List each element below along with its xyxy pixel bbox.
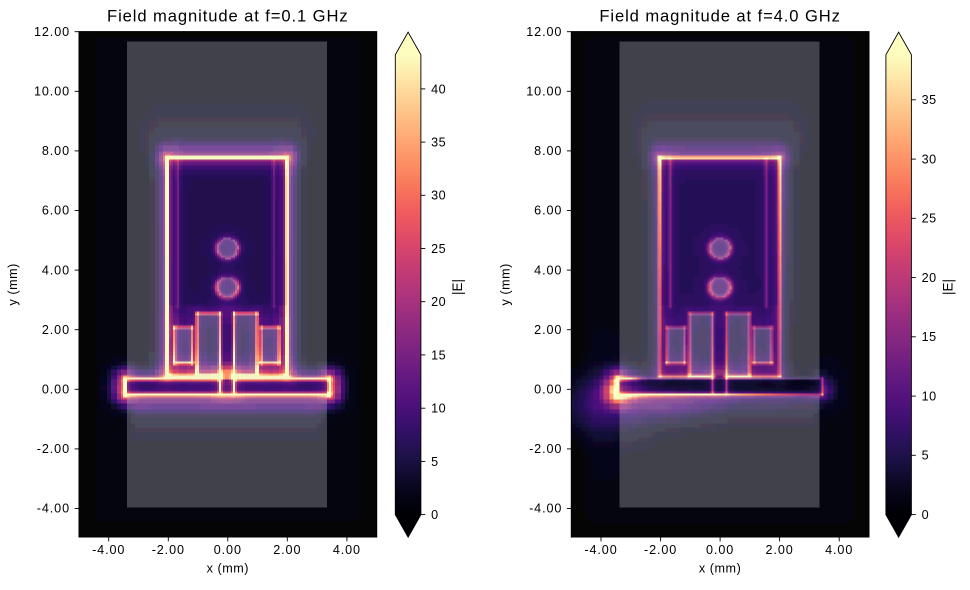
svg-text:Field magnitude at f=0.1 GHz: Field magnitude at f=0.1 GHz bbox=[107, 6, 349, 25]
svg-text:25: 25 bbox=[922, 212, 937, 226]
svg-text:2.00: 2.00 bbox=[273, 543, 301, 557]
svg-text:-4.00: -4.00 bbox=[92, 543, 125, 557]
svg-text:Field magnitude at f=4.0 GHz: Field magnitude at f=4.0 GHz bbox=[599, 6, 841, 25]
svg-text:0.00: 0.00 bbox=[214, 543, 242, 557]
svg-text:40: 40 bbox=[431, 82, 446, 96]
svg-text:|E|: |E| bbox=[450, 279, 465, 295]
svg-text:2.00: 2.00 bbox=[766, 543, 794, 557]
svg-text:4.00: 4.00 bbox=[825, 543, 853, 557]
svg-text:2.00: 2.00 bbox=[42, 323, 70, 337]
svg-text:30: 30 bbox=[922, 153, 937, 167]
svg-text:-2.00: -2.00 bbox=[644, 543, 677, 557]
svg-text:6.00: 6.00 bbox=[42, 204, 70, 218]
svg-text:0.00: 0.00 bbox=[42, 383, 70, 397]
svg-text:4.00: 4.00 bbox=[42, 263, 70, 277]
svg-text:-2.00: -2.00 bbox=[37, 442, 70, 456]
svg-text:10.00: 10.00 bbox=[34, 85, 70, 99]
svg-text:-4.00: -4.00 bbox=[529, 502, 562, 516]
svg-text:4.00: 4.00 bbox=[333, 543, 361, 557]
svg-text:y (mm): y (mm) bbox=[498, 263, 512, 305]
svg-text:20: 20 bbox=[922, 271, 937, 285]
svg-text:10: 10 bbox=[431, 402, 446, 416]
svg-text:5: 5 bbox=[431, 455, 439, 469]
svg-text:0.00: 0.00 bbox=[706, 543, 734, 557]
svg-text:12.00: 12.00 bbox=[34, 25, 70, 39]
svg-text:x (mm): x (mm) bbox=[207, 561, 249, 575]
svg-text:-2.00: -2.00 bbox=[152, 543, 185, 557]
svg-text:x (mm): x (mm) bbox=[699, 561, 741, 575]
svg-text:30: 30 bbox=[431, 189, 446, 203]
svg-text:25: 25 bbox=[431, 242, 446, 256]
svg-text:|E|: |E| bbox=[941, 279, 956, 295]
svg-text:-4.00: -4.00 bbox=[37, 502, 70, 516]
svg-text:35: 35 bbox=[922, 93, 937, 107]
svg-text:2.00: 2.00 bbox=[534, 323, 562, 337]
svg-text:5: 5 bbox=[922, 449, 930, 463]
svg-text:8.00: 8.00 bbox=[534, 144, 562, 158]
svg-text:0.00: 0.00 bbox=[534, 383, 562, 397]
svg-text:10.00: 10.00 bbox=[526, 85, 562, 99]
svg-text:0: 0 bbox=[922, 508, 930, 522]
svg-text:12.00: 12.00 bbox=[526, 25, 562, 39]
svg-text:10: 10 bbox=[922, 390, 937, 404]
svg-text:6.00: 6.00 bbox=[534, 204, 562, 218]
svg-text:35: 35 bbox=[431, 136, 446, 150]
svg-text:20: 20 bbox=[431, 295, 446, 309]
svg-text:15: 15 bbox=[922, 330, 937, 344]
svg-text:y (mm): y (mm) bbox=[6, 263, 20, 305]
svg-text:-4.00: -4.00 bbox=[584, 543, 617, 557]
svg-text:15: 15 bbox=[431, 348, 446, 362]
svg-text:4.00: 4.00 bbox=[534, 263, 562, 277]
svg-text:8.00: 8.00 bbox=[42, 144, 70, 158]
svg-text:0: 0 bbox=[431, 508, 439, 522]
svg-text:-2.00: -2.00 bbox=[529, 442, 562, 456]
